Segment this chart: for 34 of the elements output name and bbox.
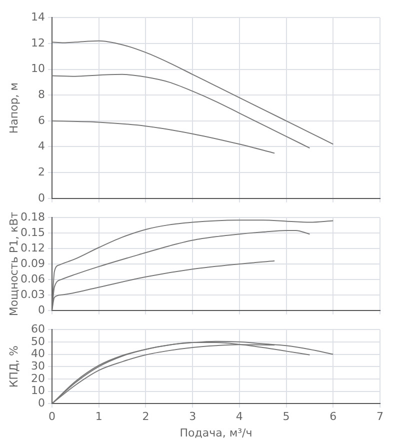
x-tick-label: 1	[95, 410, 102, 424]
x-tick-label: 0	[48, 410, 56, 424]
y-tick-label: 40	[31, 347, 45, 360]
y-tick-label: 20	[31, 372, 45, 385]
x-tick-label: 5	[282, 410, 290, 424]
y-tick-label: 60	[31, 322, 45, 336]
y-tick-label: 12	[31, 36, 45, 50]
y-tick-label: 10	[31, 384, 45, 398]
y-tick-label: 0	[38, 396, 45, 410]
y-tick-label: 0	[38, 191, 45, 204]
y-tick-label: 4	[38, 140, 45, 153]
x-tick-label: 4	[236, 410, 243, 424]
y-tick-label: 0	[38, 303, 45, 316]
y-axis-title: Мощность P1, кВт	[7, 211, 20, 316]
y-axis-title: КПД, %	[7, 346, 20, 388]
y-tick-label: 0.12	[20, 241, 45, 254]
y-tick-label: 6	[38, 114, 45, 127]
y-tick-label: 0.09	[20, 256, 45, 270]
x-tick-label: 7	[376, 410, 384, 424]
y-tick-label: 50	[31, 334, 45, 348]
y-tick-label: 0.15	[20, 226, 45, 239]
x-tick-label: 2	[142, 410, 150, 424]
y-tick-label: 10	[31, 62, 45, 76]
y-tick-label: 2	[38, 165, 45, 178]
y-tick-label: 30	[31, 359, 45, 372]
x-tick-label: 6	[330, 410, 337, 424]
y-tick-label: 0.03	[20, 288, 45, 301]
y-tick-label: 0.06	[20, 272, 45, 286]
y-tick-label: 14	[31, 10, 45, 24]
y-axis-title: Напор, м	[7, 82, 20, 134]
y-tick-label: 8	[38, 88, 45, 101]
x-axis-title: Подача, м³/ч	[180, 426, 252, 440]
y-tick-label: 0.18	[20, 210, 45, 224]
x-tick-label: 3	[189, 410, 196, 424]
